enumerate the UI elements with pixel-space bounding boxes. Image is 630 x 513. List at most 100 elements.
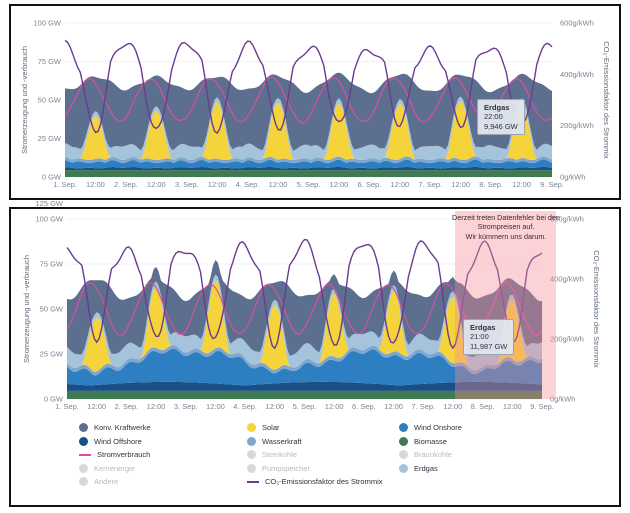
legend-item-stromverbrauch[interactable]: Stromverbrauch [79, 450, 150, 459]
x-tick-label: 12:00 [451, 180, 470, 189]
legend-item-solar[interactable]: Solar [247, 423, 280, 432]
legend-label: Biomasse [414, 436, 447, 446]
legend-label: Wasserkraft [262, 436, 302, 446]
chart-panel-bottom: 100 GW 75 GW 50 GW 25 GW 0 GW 600g/kWh 400g/kW… [9, 199, 621, 507]
y2-tick-label: 600g/kWh [560, 19, 594, 28]
x-tick-label: 8. Sep. [479, 180, 503, 189]
legend-line-icon [79, 453, 91, 456]
y-axis-title: Stromerzeugung und -verbrauch [22, 255, 31, 363]
legend-label: Stromverbrauch [97, 450, 151, 459]
legend-label: Wind Offshore [94, 436, 142, 446]
x-tick-label: 5. Sep. [297, 180, 321, 189]
x-tick-label: 6. Sep. [352, 402, 376, 411]
tooltip-time: 22:00 [484, 112, 503, 122]
y2-tick-label: 600g/kWh [550, 215, 584, 224]
legend-item-biomasse[interactable]: Biomasse [399, 436, 447, 446]
y2-tick-label: 400g/kWh [560, 70, 594, 79]
y-tick-label: 125 GW [35, 199, 63, 208]
y-tick-label: 25 GW [38, 134, 62, 143]
y-tick-label: 100 GW [33, 19, 61, 28]
co2-factor-line [66, 238, 543, 350]
y-tick-label: 50 GW [40, 305, 64, 314]
chart-panel-top: 100 GW 75 GW 50 GW 25 GW 0 GW 600g/kWh 400g/kW… [9, 4, 621, 200]
legend-item-wind-offshore[interactable]: Wind Offshore [79, 436, 142, 446]
x-tick-label: 3. Sep. [175, 180, 199, 189]
tooltip-bottom: Erdgas 21:00 11,987 GW [463, 319, 515, 356]
y-tick-label: 0 GW [44, 395, 64, 404]
notice-line-3: Wir kümmern uns darum. [465, 231, 547, 241]
y-tick-label: 50 GW [38, 96, 62, 105]
erdgas-area [67, 274, 542, 371]
x-tick-label: 12:00 [147, 402, 166, 411]
notice-line-2: Strompreisen auf. [477, 222, 535, 232]
y-tick-label: 100 GW [35, 215, 63, 224]
biomasse-area [67, 390, 542, 399]
legend-dot-icon [247, 423, 256, 432]
chart-legend: Konv. Kraftwerke Solar Wind Onshore Wind Of… [11, 209, 619, 505]
legend-item-braunkohle[interactable]: Braunkohle [399, 450, 452, 459]
y2-tick-label: 200g/kWh [560, 121, 594, 130]
legend-label: Solar [262, 423, 280, 432]
tooltip-title: Erdgas [470, 323, 496, 332]
legend-label: Kernenergie [94, 463, 135, 473]
legend-dot-icon [79, 436, 88, 446]
x-tick-label: 8. Sep. [471, 402, 495, 411]
x-tick-label: 1. Sep. [55, 402, 79, 411]
x-tick-label: 12:00 [444, 402, 463, 411]
solar-area [65, 101, 552, 161]
legend-dot-icon [79, 477, 88, 486]
legend-dot-icon [399, 423, 408, 432]
y-axis-title: Stromerzeugung und -verbrauch [20, 46, 29, 154]
tooltip-title: Erdgas [484, 103, 510, 112]
x-tick-label: 12:00 [330, 180, 349, 189]
x-tick-label: 7. Sep. [418, 180, 442, 189]
y-tick-label: 0 GW [42, 173, 62, 182]
legend-dot-icon [79, 423, 88, 432]
legend-label: Wind Onshore [414, 423, 462, 432]
legend-dot-icon [399, 463, 408, 473]
legend-label: Braunkohle [414, 450, 452, 459]
legend-item-wasserkraft[interactable]: Wasserkraft [247, 436, 302, 446]
x-tick-label: 4. Sep. [236, 180, 260, 189]
stromverbrauch-line [64, 76, 553, 124]
wasserkraft-area [65, 156, 552, 164]
legend-label: Steinkohle [262, 450, 298, 459]
chart-top: 100 GW 75 GW 50 GW 25 GW 0 GW 600g/kWh 400g/kW… [20, 19, 611, 190]
x-tick-label: 12:00 [265, 402, 284, 411]
x-tick-label: 12:00 [512, 180, 531, 189]
x-tick-label: 12:00 [208, 180, 227, 189]
legend-item-pumpspeicher[interactable]: Pumpspeicher [247, 463, 310, 473]
legend-item-co-emissionsfaktor-des-strommix[interactable]: CO₂-Emissionsfaktor des Strommix [247, 477, 383, 486]
data-error-highlight [455, 211, 556, 399]
wind-onshore-area [65, 159, 552, 169]
x-tick-label: 12:00 [206, 402, 225, 411]
legend-item-konv-kraftwerke[interactable]: Konv. Kraftwerke [79, 423, 151, 432]
x-tick-label: 3. Sep. [174, 402, 198, 411]
legend-item-erdgas[interactable]: Erdgas [399, 463, 438, 473]
legend-item-wind-onshore[interactable]: Wind Onshore [399, 423, 462, 432]
legend-dot-icon [399, 450, 408, 459]
y2-tick-label: 400g/kWh [550, 275, 584, 284]
legend-item-kernenergie[interactable]: Kernenergie [79, 463, 135, 473]
legend-label: Konv. Kraftwerke [94, 423, 151, 432]
data-error-notice: Derzeit treten Datenfehler bei den Strom… [441, 213, 571, 241]
x-tick-label: 5. Sep. [293, 402, 317, 411]
x-tick-label: 2. Sep. [114, 402, 138, 411]
legend-item-steinkohle[interactable]: Steinkohle [247, 450, 297, 459]
x-tick-label: 12:00 [87, 402, 106, 411]
stromverbrauch-line [66, 281, 543, 337]
erdgas-area [65, 96, 552, 161]
legend-line-icon [247, 480, 259, 483]
x-tick-label: 6. Sep. [357, 180, 381, 189]
legend-item-andere[interactable]: Andere [79, 477, 118, 486]
legend-dot-icon [247, 450, 256, 459]
konv-kraftwerke-area [65, 72, 552, 151]
konv-kraftwerke-area [67, 260, 542, 357]
y-tick-label: 75 GW [38, 57, 62, 66]
x-tick-label: 9. Sep. [530, 402, 554, 411]
wind-offshore-area [65, 166, 552, 171]
legend-label: Pumpspeicher [262, 463, 310, 473]
legend-dot-icon [79, 463, 88, 473]
legend-dot-icon [247, 463, 256, 473]
